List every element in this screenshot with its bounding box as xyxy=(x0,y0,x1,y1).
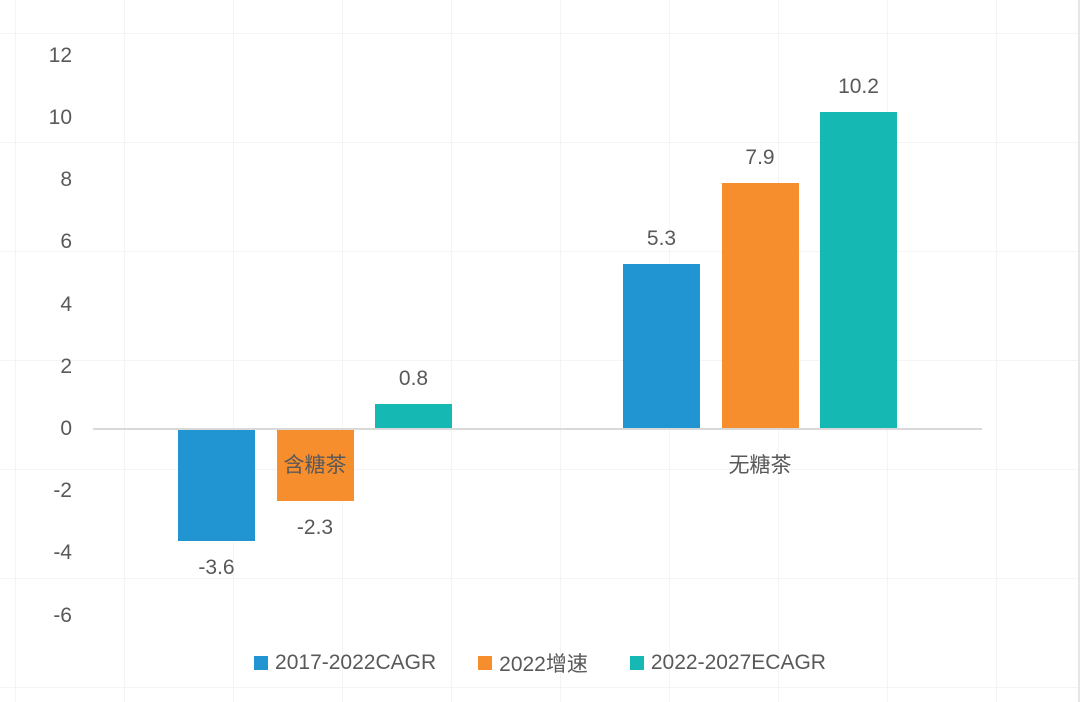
legend: 2017-2022CAGR 2022增速 2022-2027ECAGR xyxy=(0,645,1080,681)
y-tick-label: 4 xyxy=(60,292,72,316)
y-tick-label: 0 xyxy=(60,417,72,440)
legend-swatch-icon xyxy=(478,656,493,670)
bar xyxy=(820,111,897,429)
legend-swatch-icon xyxy=(254,656,269,670)
legend-label: 2022-2027ECAGR xyxy=(650,651,826,674)
legend-swatch-icon xyxy=(629,656,644,670)
y-tick-label: 12 xyxy=(48,43,72,67)
y-tick-label: -4 xyxy=(53,541,72,565)
bar-value-label: -3.6 xyxy=(198,555,235,579)
y-tick-label: 10 xyxy=(48,106,72,129)
category-label: 含糖茶 xyxy=(283,454,347,477)
y-tick-label: -6 xyxy=(53,603,72,627)
bar xyxy=(375,404,452,429)
bar xyxy=(623,264,700,429)
y-tick-label: 6 xyxy=(60,230,72,254)
y-tick-label: -2 xyxy=(53,479,72,503)
y-tick-label: 2 xyxy=(60,354,72,378)
bar-value-label: 5.3 xyxy=(646,227,677,251)
bar-value-label: 10.2 xyxy=(838,74,879,98)
bar-value-label: 0.8 xyxy=(398,367,429,391)
right-edge-border xyxy=(1078,0,1080,702)
bar-value-label: -2.3 xyxy=(296,515,334,539)
y-tick-label: 8 xyxy=(60,168,72,192)
legend-item: 2022-2027ECAGR xyxy=(629,651,826,675)
legend-item: 2022增速 xyxy=(478,648,588,678)
legend-label: 2017-2022CAGR xyxy=(275,651,437,674)
bar xyxy=(276,429,354,501)
legend-label: 2022增速 xyxy=(499,653,588,676)
category-label: 无糖茶 xyxy=(728,454,792,477)
bar xyxy=(721,183,799,429)
bar xyxy=(178,429,255,541)
legend-item: 2017-2022CAGR xyxy=(254,651,436,675)
bar-value-label: 7.9 xyxy=(745,146,775,170)
zero-axis-line xyxy=(93,428,982,430)
